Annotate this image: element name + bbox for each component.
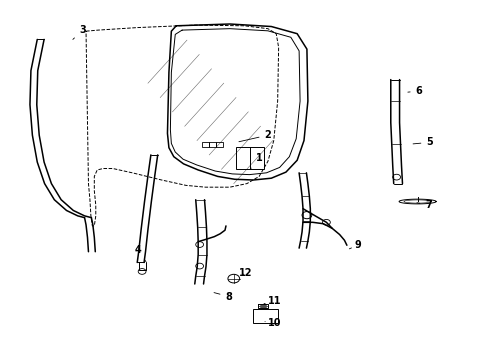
- Text: 1: 1: [250, 153, 262, 168]
- Text: 7: 7: [416, 200, 431, 210]
- Text: 5: 5: [412, 138, 432, 147]
- Bar: [209, 141, 216, 147]
- Text: 9: 9: [348, 240, 360, 250]
- Bar: [202, 141, 208, 147]
- Text: 2: 2: [239, 130, 271, 142]
- Text: 4: 4: [135, 245, 146, 262]
- Text: 3: 3: [73, 25, 86, 40]
- Bar: [235, 147, 264, 168]
- Text: 8: 8: [214, 292, 232, 302]
- Bar: [253, 309, 277, 323]
- Text: 12: 12: [239, 267, 252, 278]
- Text: 11: 11: [264, 296, 281, 306]
- Bar: [215, 141, 222, 147]
- Text: 10: 10: [264, 319, 281, 328]
- Text: 6: 6: [407, 86, 422, 96]
